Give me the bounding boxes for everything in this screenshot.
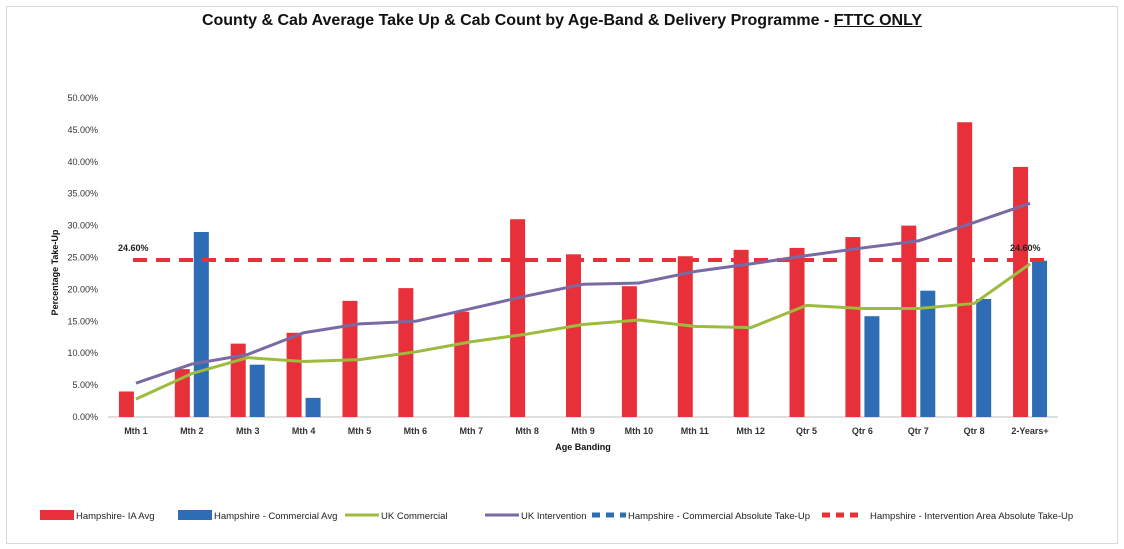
bar-commercial-avg — [305, 397, 321, 417]
bar-ia-avg — [566, 254, 581, 417]
y-tick-labels: 0.00% 5.00% 10.00% 15.00% 20.00% 25.00% 30.00%… — [67, 93, 98, 422]
x-tick-label: Mth 11 — [681, 426, 709, 436]
bar-commercial-avg — [249, 364, 265, 417]
bars — [118, 122, 1048, 417]
chart-title: County & Cab Average Take Up & Cab Count… — [0, 12, 1124, 30]
bar-ia-avg — [677, 256, 693, 417]
legend: Hampshire- IA Avg Hampshire - Commercial … — [40, 510, 1073, 522]
bar-ia-avg — [454, 311, 470, 417]
bar-ia-avg — [286, 332, 302, 417]
legend-swatch — [40, 510, 74, 520]
chart-title-emphasis: FTTC ONLY — [833, 12, 923, 29]
chart-title-main: County & Cab Average Take Up & Cab Count… — [201, 12, 834, 29]
x-tick-labels: Mth 1 Mth 2 Mth 3 Mth 4 Mth 5 Mth 6 Mth 7 Mth 8… — [124, 426, 1049, 436]
x-tick-label: Qtr 6 — [852, 426, 873, 436]
y-axis-label: Percentage Take-Up — [50, 229, 60, 315]
y-tick-label: 20.00% — [67, 284, 98, 294]
legend-label: UK Commercial — [381, 511, 448, 522]
legend-label: Hampshire - Intervention Area Absolute T… — [870, 511, 1073, 522]
x-tick-label: Qtr 7 — [908, 426, 929, 436]
legend-swatch — [178, 510, 212, 520]
y-tick-label: 30.00% — [67, 221, 98, 231]
y-tick-label: 25.00% — [67, 253, 98, 263]
x-tick-label: Mth 9 — [571, 426, 595, 436]
y-tick-label: 40.00% — [67, 157, 98, 167]
x-tick-label: Mth 2 — [180, 426, 204, 436]
reference-line: 24.60% 24.60% — [118, 243, 1046, 263]
reference-label-right: 24.60% — [1010, 243, 1041, 253]
bar-commercial-avg — [864, 316, 880, 417]
reference-label-left: 24.60% — [118, 243, 149, 253]
bar-commercial-avg — [976, 298, 992, 417]
y-tick-label: 15.00% — [67, 316, 98, 326]
bar-ia-avg — [733, 249, 749, 417]
x-tick-label: Mth 5 — [348, 426, 372, 436]
x-tick-label: Mth 10 — [625, 426, 654, 436]
x-tick-label: Qtr 8 — [964, 426, 985, 436]
y-tick-label: 45.00% — [67, 125, 98, 135]
bar-commercial-avg — [1032, 260, 1048, 417]
y-tick-label: 35.00% — [67, 189, 98, 199]
y-tick-label: 0.00% — [72, 412, 98, 422]
y-tick-label: 50.00% — [67, 93, 98, 103]
y-tick-label: 10.00% — [67, 348, 98, 358]
line-uk-intervention — [135, 201, 1031, 385]
bar-ia-avg — [845, 237, 861, 417]
legend-label: UK Intervention — [521, 511, 586, 522]
x-tick-label: Mth 3 — [236, 426, 260, 436]
bar-ia-avg — [789, 247, 805, 417]
bar-ia-avg — [621, 286, 637, 417]
lines — [135, 201, 1031, 401]
bar-commercial-avg — [920, 290, 936, 417]
legend-label: Hampshire - Commercial Avg — [214, 511, 337, 522]
x-tick-label: Mth 1 — [124, 426, 148, 436]
x-tick-label: Mth 4 — [292, 426, 316, 436]
x-axis-label: Age Banding — [555, 442, 611, 452]
bar-ia-avg — [118, 391, 134, 417]
line-uk-commercial — [135, 262, 1031, 401]
x-tick-label: Mth 12 — [736, 426, 765, 436]
x-tick-label: Qtr 5 — [796, 426, 817, 436]
x-tick-label: 2-Years+ — [1011, 426, 1048, 436]
x-tick-label: Mth 6 — [404, 426, 428, 436]
legend-label: Hampshire - Commercial Absolute Take-Up — [628, 511, 810, 522]
bar-ia-avg — [1013, 166, 1029, 417]
x-tick-label: Mth 7 — [459, 426, 483, 436]
legend-label: Hampshire- IA Avg — [76, 511, 155, 522]
bar-ia-avg — [510, 219, 526, 417]
bar-ia-avg — [957, 122, 973, 417]
bar-ia-avg — [901, 225, 917, 417]
x-tick-label: Mth 8 — [515, 426, 539, 436]
y-tick-label: 5.00% — [72, 380, 98, 390]
chart-frame — [6, 6, 1118, 544]
